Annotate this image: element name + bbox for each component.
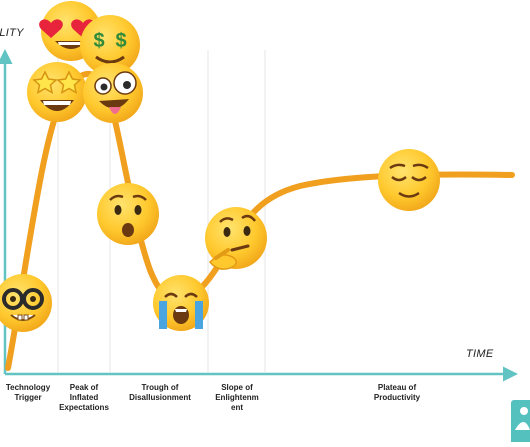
phase-label-peak: Peak of Inflated Expectations: [59, 383, 109, 412]
money-mouth-icon: $ $: [80, 15, 140, 75]
svg-text:$: $: [93, 30, 104, 52]
person-icon: [515, 407, 530, 430]
thinking-face-icon: [205, 207, 267, 270]
svg-text:$: $: [115, 30, 126, 52]
phase-label-slope: Slope of Enlightenment: [215, 383, 259, 412]
phase-label-trough: Trough of Disallusionment: [129, 383, 191, 402]
loudly-crying-icon: [153, 275, 209, 331]
y-axis-label: ILITY: [0, 27, 24, 39]
nerd-face-icon: [0, 274, 52, 332]
phase-label-plateau: Plateau of Productivity: [373, 383, 421, 402]
zany-face-icon: [83, 63, 143, 123]
x-axis-label: TIME: [466, 348, 494, 360]
phase-label-technology-trigger: Technology Trigger: [5, 383, 51, 402]
star-struck-icon: [27, 62, 87, 122]
corner-logo: [511, 400, 530, 442]
worried-face-icon: [97, 183, 159, 245]
relieved-face-icon: [378, 149, 440, 211]
